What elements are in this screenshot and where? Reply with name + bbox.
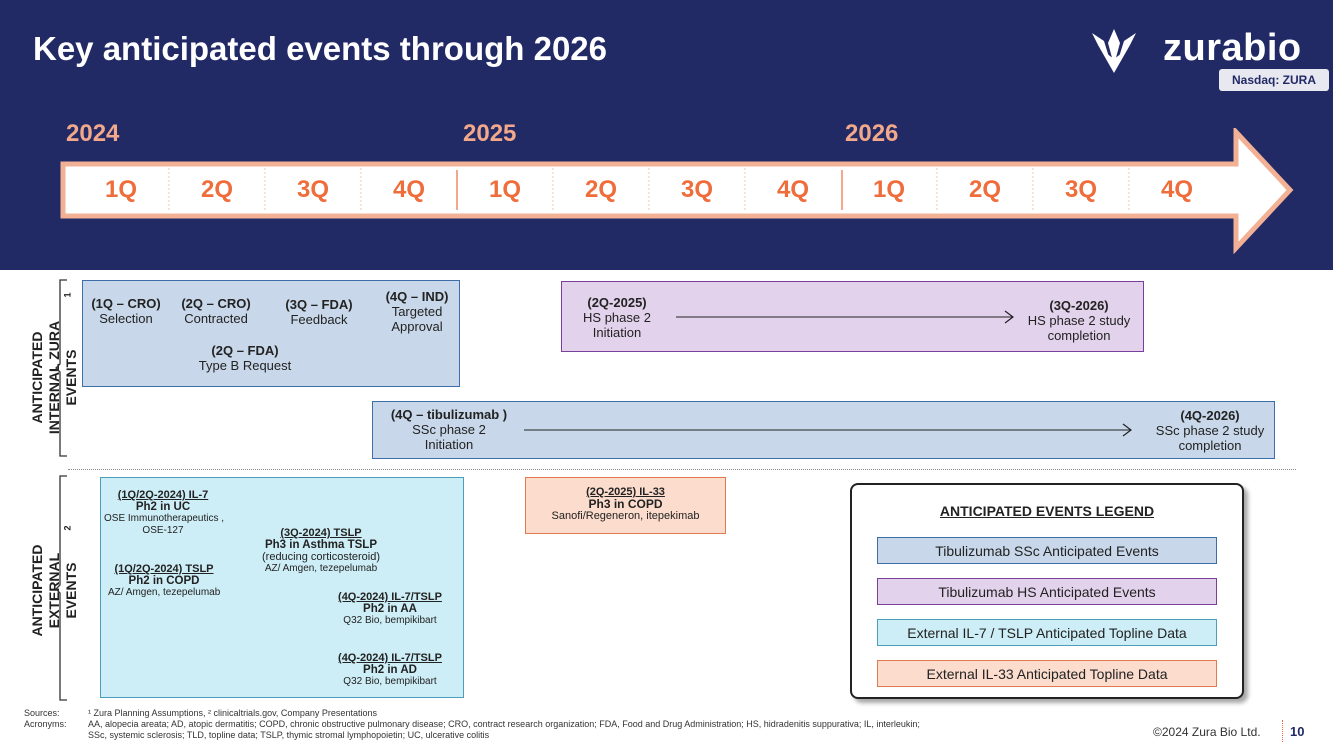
- event-desc: HS phase 2: [583, 310, 651, 325]
- event-desc: Initiation: [592, 325, 642, 340]
- year-2026-label: 2026: [845, 120, 899, 147]
- legend-item-ssc: Tibulizumab SSc Anticipated Events: [877, 537, 1217, 564]
- event-title: (2Q – CRO): [181, 296, 251, 311]
- external-event-study: Ph2 in AD: [363, 664, 417, 676]
- external-event-sponsor: AZ/ Amgen, tezepelumab: [264, 563, 378, 574]
- event-desc: SSc phase 2: [412, 422, 486, 437]
- zurabio-logo-icon: [1092, 29, 1136, 73]
- external-event-sponsor: OSE-127: [142, 525, 184, 536]
- quarter-label: 1Q: [488, 176, 521, 203]
- legend-item-il33: External IL-33 Anticipated Topline Data: [877, 660, 1217, 687]
- legend-item-hs: Tibulizumab HS Anticipated Events: [877, 578, 1217, 605]
- external-event-aa: (4Q-2024) IL-7/TSLP Ph2 in AA Q32 Bio, b…: [330, 591, 450, 627]
- external-event-study: Ph2 in COPD: [128, 575, 200, 587]
- section-divider: [68, 469, 1296, 470]
- section-brackets: [55, 279, 67, 701]
- event-desc: completion: [1178, 438, 1242, 453]
- sources-text: ¹ Zura Planning Assumptions, ² clinicalt…: [88, 708, 377, 718]
- event-desc: Contracted: [184, 311, 248, 326]
- event-hs-initiation: (2Q-2025) HS phase 2 Initiation: [572, 295, 662, 340]
- quarter-label: 3Q: [1064, 176, 1097, 203]
- external-event-heading: (3Q-2024) TSLP: [280, 527, 362, 539]
- ssc-preparation-box: [82, 280, 460, 387]
- external-event-sponsor: Q32 Bio, bempikibart: [343, 615, 437, 626]
- event-ssc-initiation: (4Q – tibulizumab ) SSc phase 2 Initiati…: [384, 407, 514, 452]
- external-event-ad: (4Q-2024) IL-7/TSLP Ph2 in AD Q32 Bio, b…: [330, 652, 450, 688]
- acronyms-text: AA, alopecia areata; AD, atopic dermatit…: [88, 719, 920, 729]
- event-title: (4Q – tibulizumab ): [390, 407, 508, 422]
- external-event-il33-copd: (2Q-2025) IL-33 Ph3 in COPD Sanofi/Regen…: [530, 486, 721, 522]
- quarter-label: 3Q: [296, 176, 329, 203]
- footer-divider: [1282, 720, 1283, 742]
- year-2025-label: 2025: [463, 120, 517, 147]
- external-event-heading: (1Q/2Q-2024) TSLP: [114, 563, 214, 575]
- external-event-heading: (1Q/2Q-2024) IL-7: [117, 489, 209, 501]
- external-event-study: Ph2 in AA: [363, 603, 417, 615]
- external-event-study: Ph2 in UC: [135, 501, 191, 513]
- acronyms-text-2: SSc, systemic sclerosis; TLD, topline da…: [88, 730, 490, 740]
- external-event-tslp-asthma: (3Q-2024) TSLP Ph3 in Asthma TSLP (reduc…: [252, 527, 390, 575]
- event-ssc-completion: (4Q-2026) SSc phase 2 study completion: [1148, 408, 1272, 453]
- page-title: Key anticipated events through 2026: [33, 30, 608, 67]
- external-event-sponsor: Q32 Bio, bempikibart: [343, 676, 437, 687]
- quarter-label: 1Q: [872, 176, 905, 203]
- page-number: 10: [1290, 724, 1305, 739]
- event-title: (4Q-2026): [1180, 408, 1240, 423]
- quarter-label: 4Q: [392, 176, 425, 203]
- event-ind-approval: (4Q – IND) Targeted Approval: [380, 289, 454, 334]
- event-desc: Targeted: [391, 304, 443, 319]
- acronyms-label: Acronyms:: [24, 719, 67, 729]
- brand-name: zurabio: [1163, 27, 1302, 69]
- event-title: (2Q-2025): [587, 295, 647, 310]
- event-title: (3Q-2026): [1049, 298, 1109, 313]
- external-event-sponsor: Sanofi/Regeneron, itepekimab: [551, 510, 700, 522]
- event-title: (3Q – FDA): [285, 297, 353, 312]
- quarter-label: 3Q: [680, 176, 713, 203]
- il33-box: [525, 477, 726, 534]
- external-event-heading: (4Q-2024) IL-7/TSLP: [338, 591, 442, 603]
- timeline-arrow: [60, 128, 1294, 254]
- external-event-heading: (2Q-2025) IL-33: [586, 486, 665, 498]
- event-desc: completion: [1047, 328, 1111, 343]
- external-event-note: (reducing corticosteroid): [262, 551, 380, 563]
- event-cro-contracted: (2Q – CRO) Contracted: [178, 296, 254, 326]
- external-event-il7-uc: (1Q/2Q-2024) IL-7 Ph2 in UC OSE Immunoth…: [104, 489, 225, 537]
- quarter-label: 2Q: [584, 176, 617, 203]
- quarter-label: 1Q: [104, 176, 137, 203]
- event-fda-feedback: (3Q – FDA) Feedback: [280, 297, 358, 327]
- sources-label: Sources:: [24, 708, 60, 718]
- ssc-arrow: [524, 423, 1132, 437]
- event-cro-selection: (1Q – CRO) Selection: [90, 296, 162, 326]
- event-fda-type-b: (2Q – FDA) Type B Request: [190, 343, 300, 373]
- event-desc: Selection: [99, 311, 153, 326]
- event-desc: Feedback: [290, 312, 348, 327]
- event-title: (4Q – IND): [385, 289, 449, 304]
- external-event-tslp-copd: (1Q/2Q-2024) TSLP Ph2 in COPD AZ/ Amgen,…: [108, 563, 220, 599]
- copyright: ©2024 Zura Bio Ltd.: [1153, 725, 1261, 739]
- event-desc: HS phase 2 study: [1027, 313, 1131, 328]
- event-hs-completion: (3Q-2026) HS phase 2 study completion: [1020, 298, 1138, 343]
- external-event-sponsor: AZ/ Amgen, tezepelumab: [108, 587, 221, 598]
- event-title: (1Q – CRO): [91, 296, 161, 311]
- hs-arrow: [676, 310, 1014, 324]
- year-2024-label: 2024: [66, 120, 120, 147]
- quarter-label: 2Q: [200, 176, 233, 203]
- external-event-sponsor: OSE Immunotherapeutics ,: [104, 513, 225, 524]
- event-title: (2Q – FDA): [211, 343, 279, 358]
- event-desc: Approval: [391, 319, 443, 334]
- ticker-badge: Nasdaq: ZURA: [1219, 69, 1329, 91]
- il7-tslp-box: [100, 477, 464, 698]
- legend-item-il7-tslp: External IL-7 / TSLP Anticipated Topline…: [877, 619, 1217, 646]
- event-desc: Type B Request: [198, 358, 292, 373]
- external-event-heading: (4Q-2024) IL-7/TSLP: [338, 652, 442, 664]
- quarter-label: 2Q: [968, 176, 1001, 203]
- quarter-label: 4Q: [1160, 176, 1193, 203]
- event-desc: Initiation: [424, 437, 474, 452]
- external-event-study: Ph3 in COPD: [588, 497, 663, 511]
- external-event-study: Ph3 in Asthma TSLP: [264, 539, 378, 551]
- quarter-label: 4Q: [776, 176, 809, 203]
- event-desc: SSc phase 2 study: [1155, 423, 1265, 438]
- legend-title: ANTICIPATED EVENTS LEGEND: [939, 503, 1155, 519]
